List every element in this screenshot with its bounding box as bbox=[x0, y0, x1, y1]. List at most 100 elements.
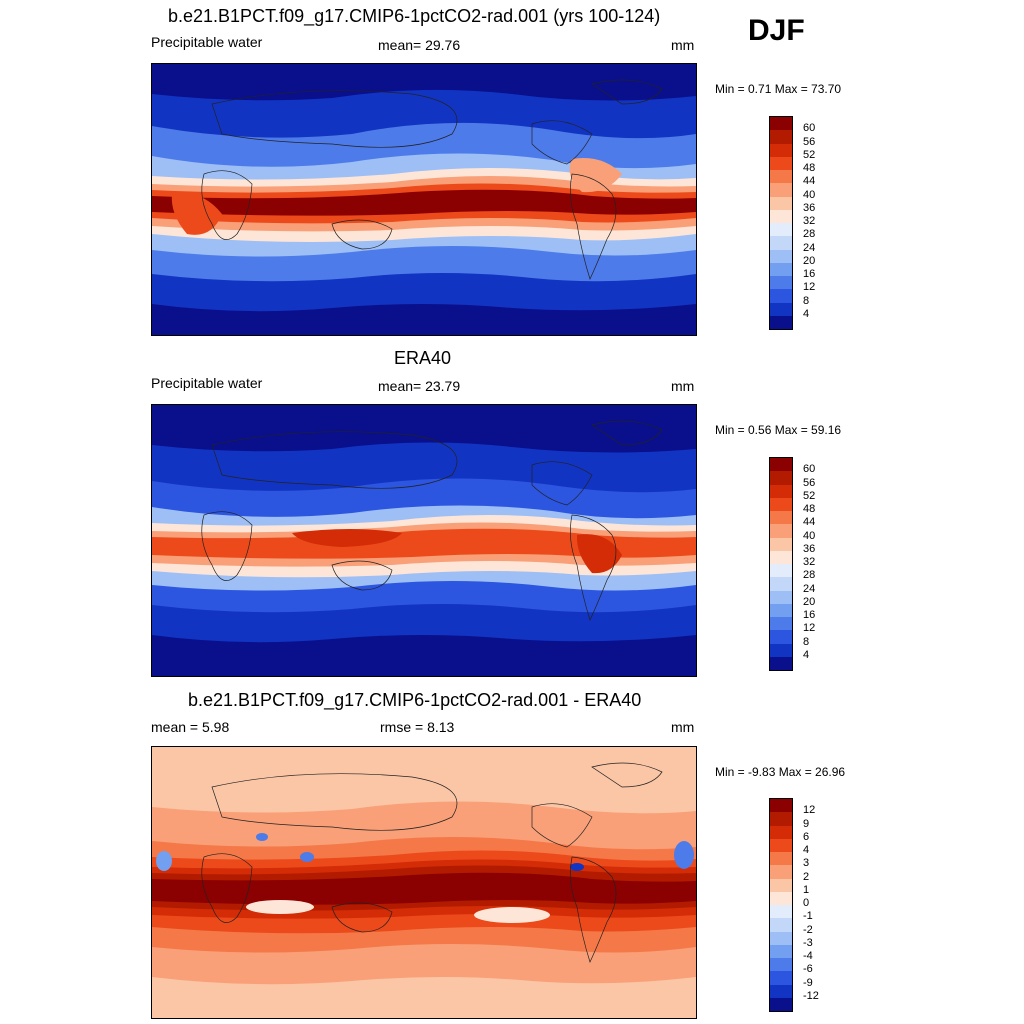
colorbar-box bbox=[770, 315, 792, 329]
colorbar-box bbox=[770, 537, 792, 551]
colorbar-box bbox=[770, 497, 792, 511]
colorbar-box bbox=[770, 262, 792, 276]
colorbar-tick-label: 2 bbox=[803, 870, 810, 883]
colorbar-box bbox=[770, 484, 792, 498]
colorbar-box bbox=[770, 852, 792, 866]
panel-3-map bbox=[151, 746, 697, 1019]
colorbar-box bbox=[770, 511, 792, 525]
panel-2-units-label: mm bbox=[671, 378, 695, 394]
colorbar-tick-label: -6 bbox=[803, 963, 813, 976]
colorbar-tick-label: 3 bbox=[803, 857, 810, 870]
colorbar-tick-label: 24 bbox=[803, 582, 816, 595]
colorbar-tick-label: 20 bbox=[803, 254, 816, 267]
colorbar-tick-label: 56 bbox=[803, 135, 816, 148]
colorbar-tick-label: 12 bbox=[803, 622, 816, 635]
colorbar-box bbox=[770, 825, 792, 839]
panel-2-mean-label: mean= 23.79 bbox=[378, 378, 461, 394]
colorbar-tick-label: 4 bbox=[803, 307, 810, 320]
colorbar-tick-label: -1 bbox=[803, 910, 813, 923]
panel-2-minmax: Min = 0.56 Max = 59.16 bbox=[715, 423, 842, 437]
colorbar-tick-label: 36 bbox=[803, 542, 816, 555]
colorbar-box bbox=[770, 458, 792, 472]
panel-3-units-label: mm bbox=[671, 719, 695, 735]
colorbar-tick-label: 60 bbox=[803, 122, 816, 135]
colorbar-tick-label: 12 bbox=[803, 281, 816, 294]
panel-2-colorbar bbox=[769, 457, 793, 671]
colorbar-box bbox=[770, 918, 792, 932]
colorbar-tick-label: 32 bbox=[803, 556, 816, 568]
colorbar-tick-label: 1 bbox=[803, 883, 810, 896]
colorbar-tick-label: -4 bbox=[803, 950, 813, 962]
colorbar-tick-label: 32 bbox=[803, 215, 816, 227]
colorbar-box bbox=[770, 617, 792, 631]
colorbar-tick-label: 28 bbox=[803, 569, 816, 582]
panel-1-variable-label: Precipitable water bbox=[151, 34, 263, 50]
colorbar-tick-label: 20 bbox=[803, 595, 816, 608]
colorbar-box bbox=[770, 603, 792, 617]
panel-2-variable-label: Precipitable water bbox=[151, 375, 263, 391]
colorbar-tick-label: 4 bbox=[803, 648, 810, 661]
panel-3-title: b.e21.B1PCT.f09_g17.CMIP6-1pctCO2-rad.00… bbox=[188, 690, 642, 710]
colorbar-tick-label: -3 bbox=[803, 936, 813, 949]
colorbar-tick-label: 52 bbox=[803, 148, 816, 161]
panel-3-minmax: Min = -9.83 Max = 26.96 bbox=[715, 765, 846, 779]
panel-2-title: ERA40 bbox=[394, 348, 452, 368]
colorbar-tick-label: 52 bbox=[803, 489, 816, 502]
colorbar-box bbox=[770, 812, 792, 826]
colorbar-box bbox=[770, 236, 792, 250]
colorbar-box bbox=[770, 799, 792, 813]
panel-1-title: b.e21.B1PCT.f09_g17.CMIP6-1pctCO2-rad.00… bbox=[168, 6, 661, 26]
colorbar-box bbox=[770, 143, 792, 157]
colorbar-tick-label: 9 bbox=[803, 817, 810, 830]
panel-1-units-label: mm bbox=[671, 37, 695, 53]
colorbar-box bbox=[770, 183, 792, 197]
colorbar-box bbox=[770, 130, 792, 144]
colorbar-box bbox=[770, 471, 792, 485]
colorbar-box bbox=[770, 997, 792, 1011]
colorbar-tick-label: 48 bbox=[803, 503, 816, 515]
colorbar-tick-label: 12 bbox=[803, 804, 816, 817]
colorbar-box bbox=[770, 209, 792, 223]
panel-2-map bbox=[151, 404, 697, 677]
panel-1-mean-label: mean= 29.76 bbox=[378, 37, 461, 53]
colorbar-box bbox=[770, 564, 792, 578]
colorbar-box bbox=[770, 550, 792, 564]
colorbar-tick-label: 24 bbox=[803, 241, 816, 254]
panel-3-colorbar bbox=[769, 798, 793, 1012]
colorbar-box bbox=[770, 577, 792, 591]
panel-1-minmax: Min = 0.71 Max = 73.70 bbox=[715, 82, 842, 96]
colorbar-tick-label: 8 bbox=[803, 635, 810, 648]
colorbar-box bbox=[770, 249, 792, 263]
panel-3-mean-label: mean = 5.98 bbox=[151, 719, 230, 735]
colorbar-box bbox=[770, 643, 792, 657]
colorbar-box bbox=[770, 971, 792, 985]
colorbar-tick-label: 48 bbox=[803, 162, 816, 174]
colorbar-box bbox=[770, 865, 792, 879]
colorbar-tick-label: 0 bbox=[803, 897, 810, 909]
colorbar-tick-label: 4 bbox=[803, 844, 810, 856]
colorbar-box bbox=[770, 656, 792, 670]
panel-1-map bbox=[151, 63, 697, 336]
colorbar-box bbox=[770, 958, 792, 972]
colorbar-box bbox=[770, 838, 792, 852]
colorbar-box bbox=[770, 984, 792, 998]
colorbar-box bbox=[770, 944, 792, 958]
colorbar-box bbox=[770, 156, 792, 170]
colorbar-box bbox=[770, 590, 792, 604]
colorbar-box bbox=[770, 196, 792, 210]
colorbar-box bbox=[770, 878, 792, 892]
colorbar-tick-label: 56 bbox=[803, 476, 816, 489]
colorbar-tick-label: -12 bbox=[803, 989, 819, 1002]
colorbar-tick-label: 8 bbox=[803, 294, 810, 307]
colorbar-tick-label: 60 bbox=[803, 463, 816, 476]
panel-1-colorbar bbox=[769, 116, 793, 330]
colorbar-box bbox=[770, 931, 792, 945]
colorbar-tick-label: 16 bbox=[803, 609, 816, 621]
colorbar-tick-label: -2 bbox=[803, 923, 813, 936]
colorbar-tick-label: 6 bbox=[803, 830, 810, 843]
colorbar-box bbox=[770, 905, 792, 919]
colorbar-box bbox=[770, 276, 792, 290]
colorbar-tick-label: 16 bbox=[803, 268, 816, 280]
season-label: DJF bbox=[748, 14, 805, 47]
colorbar-tick-label: 44 bbox=[803, 516, 816, 529]
